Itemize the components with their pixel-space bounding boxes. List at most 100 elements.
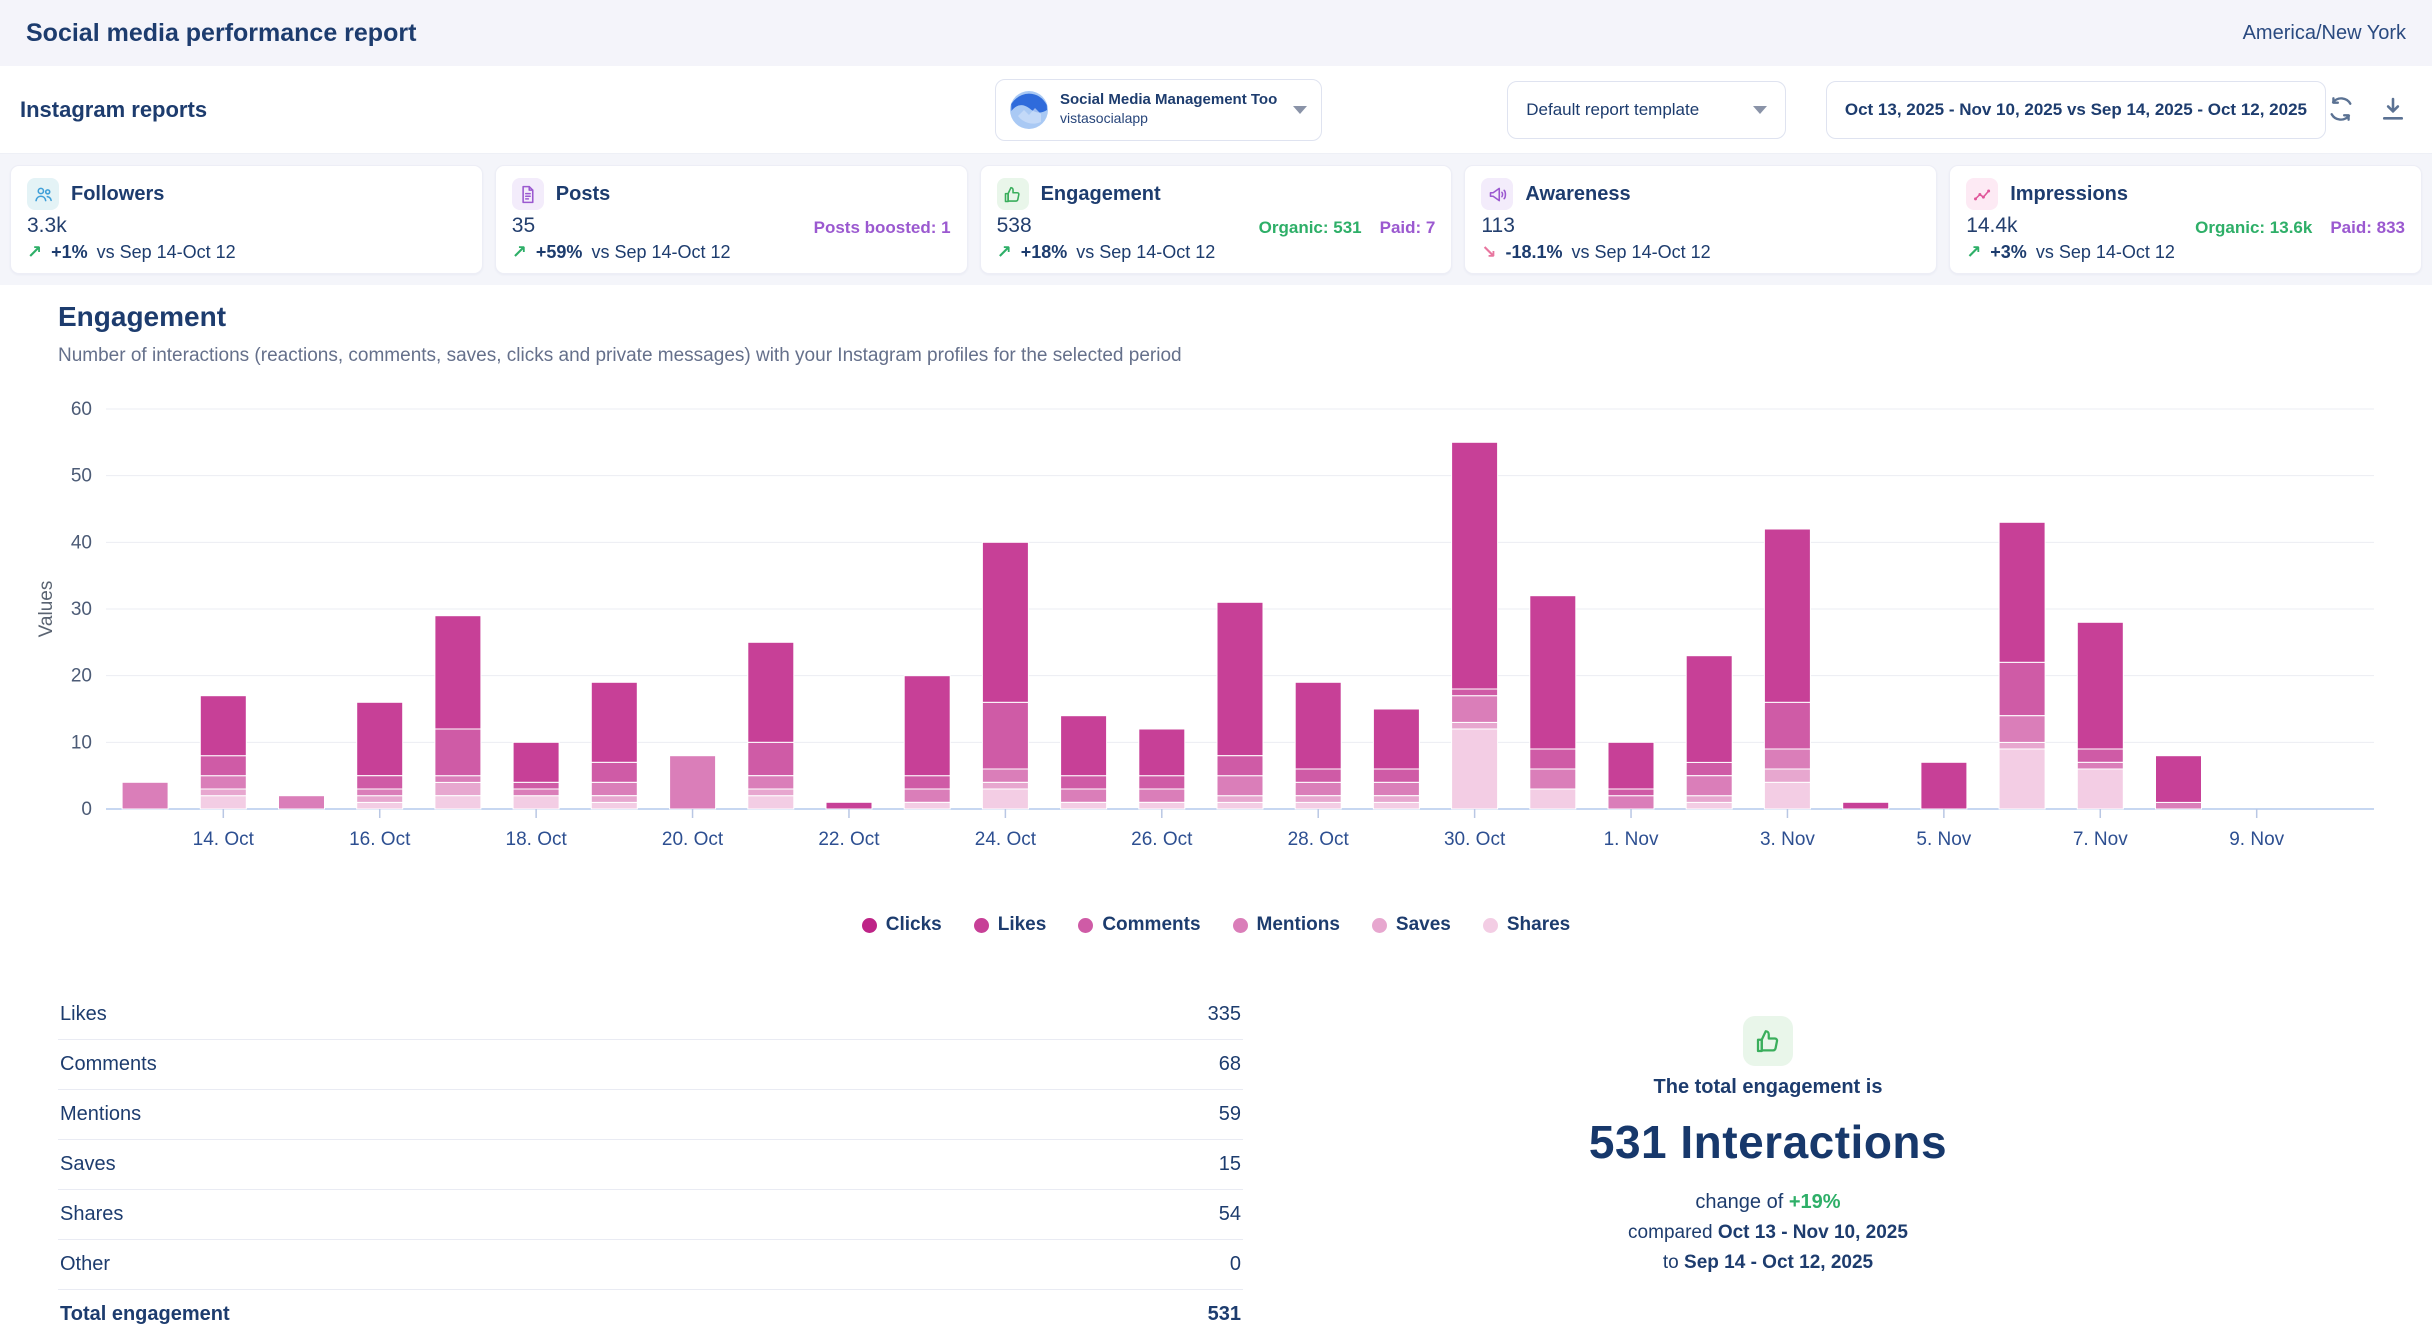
users-icon — [27, 178, 59, 210]
chevron-down-icon — [1753, 106, 1767, 114]
bar-segment-likes-21-Oct — [748, 642, 794, 742]
bar-segment-likes-30-Oct — [1452, 442, 1498, 689]
legend-item-clicks[interactable]: Clicks — [862, 914, 942, 936]
bar-segment-comments-24-Oct — [982, 702, 1028, 769]
x-tick-1-Nov: 1. Nov — [1604, 829, 1659, 850]
timezone-label: America/New York — [2243, 22, 2406, 45]
stat-change-vs: vs Sep 14-Oct 12 — [1572, 242, 1711, 263]
stat-card-mid: 3.3k — [27, 214, 466, 238]
stat-card-engagement: Engagement 538 Organic: 531Paid: 7 ↗ +18… — [980, 165, 1453, 274]
legend-dot-likes — [974, 918, 989, 933]
template-selector[interactable]: Default report template — [1507, 81, 1786, 139]
thumbs-up-icon — [1743, 1016, 1793, 1066]
engagement-stacked-bar-chart: 0102030405060Values14. Oct16. Oct18. Oct… — [28, 391, 2404, 907]
bar-segment-shares-2-Nov — [1686, 802, 1732, 809]
bar-segment-shares-29-Oct — [1373, 802, 1419, 809]
legend-label: Clicks — [886, 914, 942, 936]
refresh-button[interactable] — [2326, 95, 2356, 125]
bar-segment-likes-22-Oct — [826, 802, 872, 809]
bar-segment-mentions-31-Oct — [1530, 769, 1576, 789]
refresh-icon — [2327, 95, 2355, 123]
summary-change-line: change of +19% — [1378, 1191, 2158, 1214]
profile-text: Social Media Management Too vistasociala… — [1060, 91, 1277, 127]
x-tick-9-Nov: 9. Nov — [2229, 829, 2284, 850]
summary-compare-previous: to Sep 14 - Oct 12, 2025 — [1378, 1252, 2158, 1274]
table-row-mentions: Mentions 59 — [58, 1090, 1243, 1140]
trend-up-icon: ↗ — [997, 242, 1012, 263]
row-label: Shares — [60, 1203, 123, 1226]
row-value: 335 — [1208, 1003, 1241, 1026]
stat-card-mid: 538 Organic: 531Paid: 7 — [997, 214, 1436, 238]
profile-avatar — [1010, 91, 1048, 129]
x-tick-7-Nov: 7. Nov — [2073, 829, 2128, 850]
download-button[interactable] — [2378, 95, 2408, 125]
engagement-summary: The total engagement is 531 Interactions… — [1378, 990, 2158, 1336]
table-row-shares: Shares54 — [58, 1190, 1243, 1240]
bar-segment-likes-27-Oct — [1217, 602, 1263, 755]
legend-item-shares[interactable]: Shares — [1483, 914, 1570, 936]
row-value: 59 — [1219, 1103, 1241, 1126]
stat-card-title: Awareness — [1525, 183, 1630, 206]
legend-item-saves[interactable]: Saves — [1372, 914, 1451, 936]
profile-selector[interactable]: Social Media Management Too vistasociala… — [995, 79, 1322, 141]
summary-headline: 531 Interactions — [1378, 1115, 2158, 1169]
bar-segment-mentions-20-Oct — [670, 756, 716, 809]
bar-segment-saves-16-Oct — [357, 796, 403, 803]
report-toolbar: Instagram reports Social Media Managemen… — [0, 66, 2432, 154]
x-tick-30-Oct: 30. Oct — [1444, 829, 1506, 850]
bar-segment-comments-18-Oct — [513, 782, 559, 789]
bar-segment-saves-28-Oct — [1295, 796, 1341, 803]
bar-segment-comments-17-Oct — [435, 729, 481, 776]
stat-card-followers: Followers 3.3k ↗ +1% vs Sep 14-Oct 12 — [10, 165, 483, 274]
row-label: Mentions — [60, 1103, 141, 1126]
bar-segment-likes-28-Oct — [1295, 682, 1341, 769]
legend-dot-shares — [1483, 918, 1498, 933]
table-row-likes: Likes335 — [58, 990, 1243, 1040]
table-row-saves: Saves15 — [58, 1140, 1243, 1190]
row-value: 531 — [1208, 1303, 1241, 1326]
bar-segment-mentions-28-Oct — [1295, 782, 1341, 795]
x-tick-20-Oct: 20. Oct — [662, 829, 724, 850]
x-tick-22-Oct: 22. Oct — [818, 829, 880, 850]
stat-card-head: Awareness — [1481, 178, 1920, 210]
legend-item-mentions[interactable]: Mentions — [1233, 914, 1340, 936]
bar-segment-mentions-30-Oct — [1452, 696, 1498, 723]
legend-item-likes[interactable]: Likes — [974, 914, 1047, 936]
bar-segment-mentions-29-Oct — [1373, 782, 1419, 795]
bar-segment-mentions-18-Oct — [513, 789, 559, 796]
bar-segment-mentions-21-Oct — [748, 776, 794, 789]
stat-card-title: Engagement — [1041, 183, 1161, 206]
bar-segment-shares-21-Oct — [748, 796, 794, 809]
summary-lead: The total engagement is — [1378, 1076, 2158, 1099]
stat-card-extras: Organic: 13.6kPaid: 833 — [2195, 218, 2405, 238]
row-label: Other — [60, 1253, 110, 1276]
legend-label: Mentions — [1257, 914, 1340, 936]
bar-segment-mentions-16-Oct — [357, 789, 403, 796]
row-label: Comments — [60, 1053, 157, 1076]
stat-card-head: Engagement — [997, 178, 1436, 210]
bar-segment-shares-26-Oct — [1139, 802, 1185, 809]
bar-segment-likes-8-Nov — [2156, 756, 2202, 803]
stat-change-vs: vs Sep 14-Oct 12 — [1076, 242, 1215, 263]
profile-name: Social Media Management Too — [1060, 91, 1277, 110]
x-tick-28-Oct: 28. Oct — [1288, 829, 1350, 850]
y-tick-20: 20 — [71, 666, 92, 687]
x-tick-3-Nov: 3. Nov — [1760, 829, 1815, 850]
date-range-selector[interactable]: Oct 13, 2025 - Nov 10, 2025 vs Sep 14, 2… — [1826, 81, 2326, 139]
legend-item-comments[interactable]: Comments — [1078, 914, 1200, 936]
bar-segment-likes-31-Oct — [1530, 596, 1576, 749]
bar-segment-comments-1-Nov — [1608, 789, 1654, 796]
bar-segment-saves-21-Oct — [748, 789, 794, 796]
bar-segment-mentions-6-Nov — [1999, 716, 2045, 743]
summary-change-prefix: change of — [1695, 1191, 1783, 1213]
stat-card-head: Posts — [512, 178, 951, 210]
summary-change-value: +19% — [1789, 1191, 1841, 1213]
bar-segment-comments-23-Oct — [904, 776, 950, 789]
bar-segment-shares-6-Nov — [1999, 749, 2045, 809]
stat-extra-impressions-0: Organic: 13.6k — [2195, 218, 2312, 238]
report-title: Social media performance report — [26, 19, 416, 48]
bar-segment-comments-27-Oct — [1217, 756, 1263, 776]
bar-segment-comments-28-Oct — [1295, 769, 1341, 782]
bar-segment-saves-17-Oct — [435, 782, 481, 795]
bar-segment-likes-7-Nov — [2077, 622, 2123, 749]
